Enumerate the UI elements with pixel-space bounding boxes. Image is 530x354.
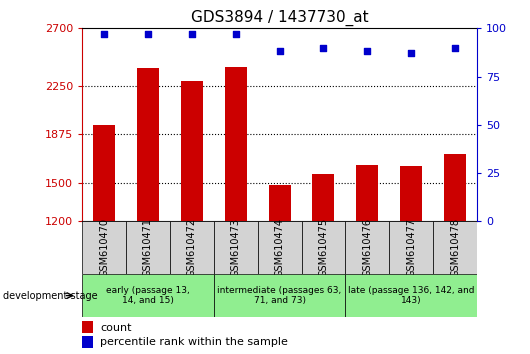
Text: GSM610473: GSM610473 bbox=[231, 218, 241, 277]
Bar bbox=[82, 274, 214, 317]
Text: GSM610475: GSM610475 bbox=[319, 218, 329, 278]
Text: GSM610477: GSM610477 bbox=[406, 218, 416, 278]
Bar bbox=[214, 274, 346, 317]
Title: GDS3894 / 1437730_at: GDS3894 / 1437730_at bbox=[191, 9, 368, 25]
Bar bbox=[346, 221, 389, 274]
Bar bbox=[126, 221, 170, 274]
Bar bbox=[170, 221, 214, 274]
Text: count: count bbox=[100, 322, 131, 332]
Point bbox=[407, 51, 416, 56]
Text: GSM610470: GSM610470 bbox=[99, 218, 109, 277]
Bar bbox=[225, 67, 246, 221]
Bar bbox=[346, 274, 477, 317]
Text: GSM610471: GSM610471 bbox=[143, 218, 153, 277]
Bar bbox=[313, 174, 334, 221]
Point bbox=[144, 31, 152, 37]
Text: GSM610476: GSM610476 bbox=[363, 218, 372, 277]
Bar bbox=[82, 221, 126, 274]
Point bbox=[319, 45, 328, 50]
Text: percentile rank within the sample: percentile rank within the sample bbox=[100, 337, 288, 347]
Text: development stage: development stage bbox=[3, 291, 98, 301]
Point bbox=[451, 45, 460, 50]
Bar bbox=[444, 154, 466, 221]
Point bbox=[276, 48, 284, 54]
Bar bbox=[93, 125, 115, 221]
Bar bbox=[433, 221, 477, 274]
Bar bbox=[258, 221, 302, 274]
Text: early (passage 13,
14, and 15): early (passage 13, 14, and 15) bbox=[106, 286, 190, 305]
Bar bbox=[302, 221, 346, 274]
Bar bbox=[181, 81, 203, 221]
Bar bbox=[137, 68, 159, 221]
Point bbox=[188, 31, 196, 37]
Text: GSM610474: GSM610474 bbox=[275, 218, 285, 277]
Bar bbox=[82, 321, 93, 333]
Point bbox=[100, 31, 108, 37]
Point bbox=[363, 48, 372, 54]
Point bbox=[232, 31, 240, 37]
Text: GSM610478: GSM610478 bbox=[450, 218, 460, 277]
Text: GSM610472: GSM610472 bbox=[187, 218, 197, 278]
Text: intermediate (passages 63,
71, and 73): intermediate (passages 63, 71, and 73) bbox=[217, 286, 342, 305]
Text: late (passage 136, 142, and
143): late (passage 136, 142, and 143) bbox=[348, 286, 474, 305]
Bar bbox=[389, 221, 433, 274]
Bar bbox=[82, 336, 93, 348]
Bar bbox=[400, 166, 422, 221]
Bar bbox=[356, 165, 378, 221]
Bar bbox=[214, 221, 258, 274]
Bar bbox=[269, 185, 290, 221]
